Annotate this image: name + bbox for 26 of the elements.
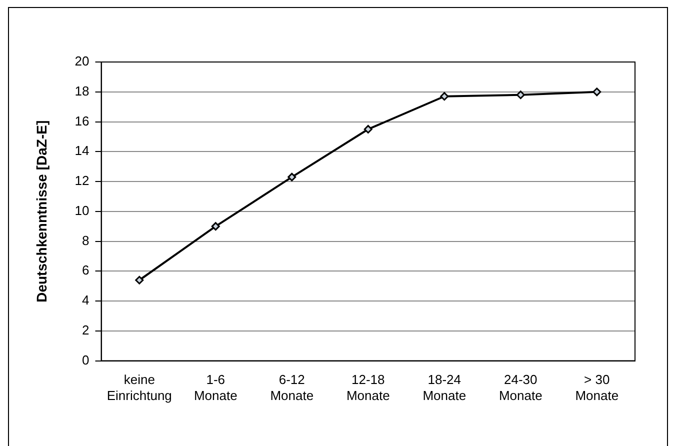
point — [288, 172, 296, 182]
y-tick-label: 2 — [82, 322, 90, 338]
x-tick-label: 1-6 Monate — [194, 372, 238, 403]
y-axis-title: Deutschkenntnisse [DaZ-E] — [33, 120, 50, 302]
y-tick-label: 12 — [74, 173, 90, 188]
point — [364, 124, 372, 134]
x-tick-label: > 30 Monate — [575, 372, 619, 403]
point — [211, 222, 220, 231]
y-tick-label: 20 — [74, 54, 90, 69]
point — [592, 88, 602, 96]
y-tick-label: 6 — [82, 262, 90, 278]
y-tick-label: 0 — [82, 352, 90, 368]
y-tick-label: 4 — [82, 292, 90, 308]
point — [135, 276, 144, 284]
x-tick-label: 24-30 Monate — [498, 372, 542, 403]
point — [516, 90, 525, 100]
y-tick-label: 14 — [74, 143, 90, 158]
y-tick-label: 8 — [82, 232, 90, 248]
x-tick-label: 18-24 Monate — [422, 372, 466, 403]
x-tick-label: 6-12 Monate — [270, 372, 314, 403]
point — [440, 92, 449, 101]
y-tick-label: 10 — [74, 202, 90, 218]
y-tick-label: 16 — [74, 113, 90, 128]
x-tick-label: 12-18 Monate — [346, 372, 390, 403]
x-tick-label: keine Einrichtung — [106, 372, 172, 403]
y-tick-label: 18 — [74, 83, 90, 98]
